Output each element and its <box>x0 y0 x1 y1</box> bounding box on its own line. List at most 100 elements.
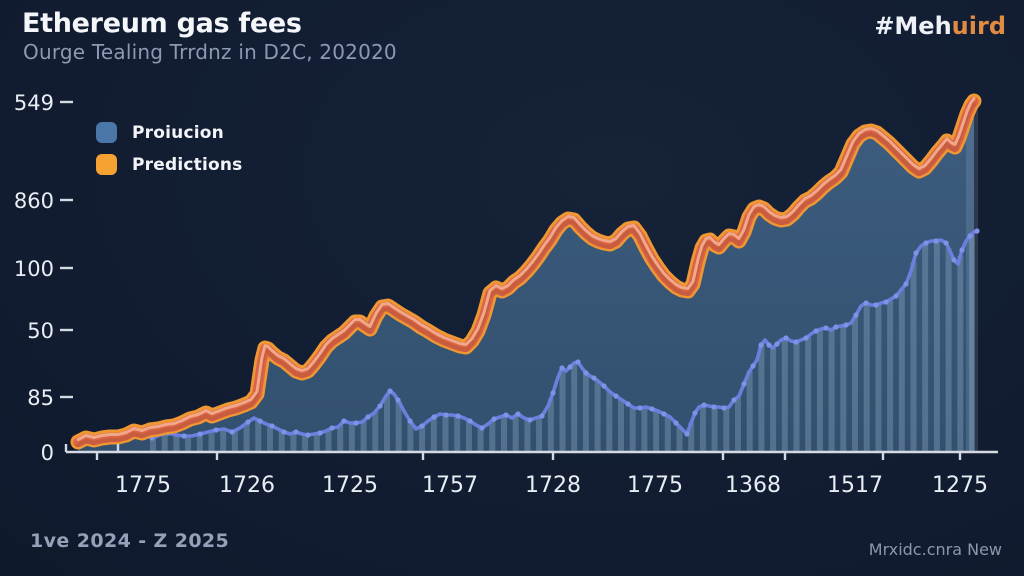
production-marker <box>431 414 437 420</box>
production-bar <box>220 429 227 452</box>
production-bar <box>313 433 320 452</box>
production-swatch-icon <box>96 122 117 143</box>
production-bar <box>805 336 812 452</box>
x-tick-label: 1757 <box>422 473 478 498</box>
production-marker <box>329 425 335 431</box>
production-marker <box>575 359 581 365</box>
page-title: Ethereum gas fees <box>22 8 302 39</box>
production-bar <box>945 248 952 452</box>
production-marker <box>625 401 631 407</box>
production-marker <box>583 370 589 376</box>
production-marker <box>387 388 393 394</box>
production-bar <box>582 372 589 452</box>
production-marker <box>893 293 899 299</box>
production-bar <box>770 347 777 452</box>
production-bar <box>512 415 519 452</box>
production-marker <box>419 423 425 429</box>
production-marker <box>731 397 737 403</box>
production-marker <box>649 406 655 412</box>
production-bar <box>957 255 964 452</box>
x-tick-label: 1368 <box>725 473 781 498</box>
y-tick-label: 50 <box>27 319 54 343</box>
production-marker <box>833 324 839 330</box>
production-bar <box>231 430 238 452</box>
production-marker <box>813 328 819 334</box>
predictions-swatch-icon <box>96 154 117 175</box>
production-marker <box>673 420 679 426</box>
production-bar <box>536 417 543 452</box>
date-range-caption: 1ve 2024 - Z 2025 <box>30 530 230 552</box>
production-bar <box>524 419 531 452</box>
production-marker <box>701 402 707 408</box>
production-bar <box>746 370 753 452</box>
production-bar <box>723 407 730 452</box>
production-marker <box>197 431 203 437</box>
production-bar <box>618 399 624 452</box>
production-marker <box>974 228 980 234</box>
production-marker <box>601 383 607 389</box>
production-marker <box>365 414 371 420</box>
production-bar <box>606 391 613 452</box>
production-bar <box>442 414 449 452</box>
production-marker <box>873 302 879 308</box>
production-marker <box>823 325 829 331</box>
production-marker <box>721 405 727 411</box>
brand-orange-part: uird <box>951 12 1006 40</box>
predictions-line-highlight <box>76 97 976 441</box>
production-marker <box>766 342 772 348</box>
production-marker <box>550 390 556 396</box>
production-bar <box>384 394 390 452</box>
production-bar <box>828 329 835 452</box>
production-bar <box>969 234 975 452</box>
legend-label-production: Proiucion <box>132 122 224 143</box>
x-tick-label: 1728 <box>525 473 581 498</box>
production-marker <box>793 339 799 345</box>
production-bar <box>477 427 484 452</box>
production-bar <box>629 407 636 452</box>
chart-legend: Proiucion Predictions <box>96 122 243 175</box>
page-subtitle: Ourge Tealing Trrdnz in D2C, 202020 <box>23 40 397 64</box>
production-marker <box>503 412 509 418</box>
production-bar <box>653 410 660 452</box>
production-bar <box>255 420 262 452</box>
production-bar <box>419 425 426 452</box>
production-bar <box>430 417 437 452</box>
production-bar <box>852 316 858 452</box>
production-bar <box>793 341 800 452</box>
production-marker <box>783 335 789 341</box>
production-bar <box>267 425 273 452</box>
x-tick-label: 1775 <box>627 473 683 498</box>
production-bar <box>465 420 472 452</box>
production-marker <box>229 429 235 435</box>
production-marker <box>853 312 859 318</box>
production-marker <box>933 238 939 244</box>
production-marker <box>750 363 756 369</box>
production-bar <box>360 420 367 452</box>
x-tick-label: 1775 <box>115 473 171 498</box>
production-marker <box>305 432 311 438</box>
production-marker <box>959 247 965 253</box>
production-marker <box>515 411 521 417</box>
production-marker <box>559 365 565 371</box>
y-tick-label: 85 <box>27 386 54 410</box>
area-right-edge-glow <box>966 108 978 452</box>
production-marker <box>539 413 545 419</box>
production-bar <box>208 431 215 452</box>
production-marker <box>967 233 973 239</box>
production-marker <box>269 423 275 429</box>
production-bar <box>185 436 192 452</box>
production-marker <box>317 430 323 436</box>
production-marker <box>913 250 919 256</box>
production-marker <box>943 240 949 246</box>
production-bar <box>372 411 379 452</box>
production-bar <box>325 429 332 452</box>
brand-hashtag: #Mehuird <box>874 12 1006 40</box>
x-tick-label: 1725 <box>322 473 378 498</box>
production-bar <box>278 430 285 452</box>
production-bar <box>571 363 578 452</box>
production-marker <box>711 404 717 410</box>
production-marker <box>591 375 597 381</box>
production-bar <box>875 304 882 452</box>
